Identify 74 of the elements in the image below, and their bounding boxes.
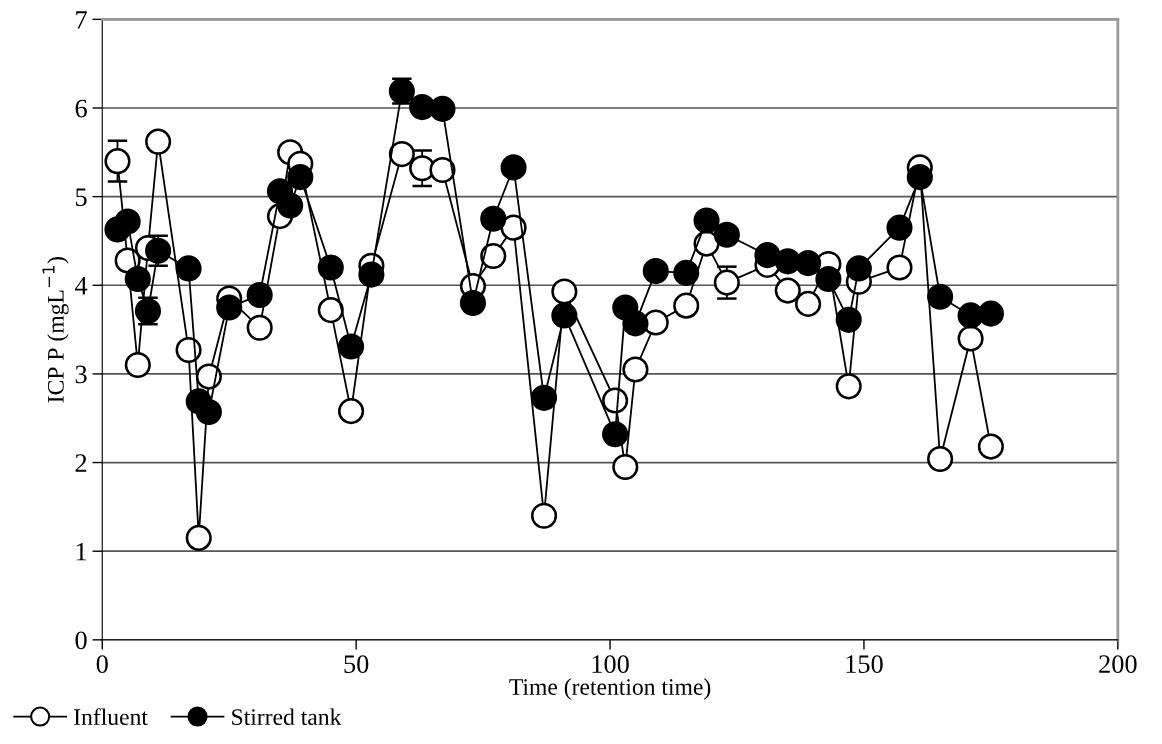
y-tick-label: 3 <box>75 365 87 384</box>
point <box>845 255 872 282</box>
point <box>835 306 862 333</box>
point <box>642 258 669 285</box>
point <box>175 336 202 364</box>
point <box>957 325 984 352</box>
x-tick-label: 0 <box>96 655 108 673</box>
point <box>673 292 700 319</box>
x-axis-title: Time (retention time) <box>509 678 711 700</box>
point <box>612 453 639 481</box>
point <box>317 254 344 281</box>
x-tick-label: 100 <box>592 655 629 673</box>
point <box>551 278 578 305</box>
legend-label: Influent <box>74 708 148 726</box>
point <box>216 294 243 321</box>
point <box>795 250 822 277</box>
point <box>114 208 141 235</box>
point <box>774 277 801 304</box>
y-tick-label: 4 <box>74 277 88 295</box>
point <box>338 398 365 425</box>
point <box>713 221 740 248</box>
point <box>287 164 314 191</box>
point <box>693 207 720 234</box>
point <box>338 333 365 360</box>
point <box>500 154 527 181</box>
legend-label: Stirred tank <box>232 708 342 726</box>
point <box>622 356 649 383</box>
x-tick-label: 50 <box>344 655 369 673</box>
point <box>429 95 456 122</box>
y-tick-label: 7 <box>76 11 87 29</box>
point <box>673 259 700 286</box>
point <box>622 310 649 337</box>
point <box>906 164 933 191</box>
point <box>815 266 842 293</box>
point <box>317 297 344 324</box>
point <box>409 94 436 121</box>
y-tick-label: 6 <box>75 99 87 118</box>
point <box>977 300 1004 327</box>
point <box>429 156 456 184</box>
point <box>602 421 629 448</box>
point <box>927 445 954 473</box>
point <box>277 192 304 219</box>
point <box>124 351 151 379</box>
y-axis-title: ICP P (mgL$^{−1}$) <box>42 257 69 403</box>
point <box>530 502 558 529</box>
point <box>185 524 212 551</box>
point <box>977 433 1004 460</box>
point <box>602 387 629 414</box>
y-tick-label: 1 <box>76 542 87 561</box>
point <box>530 384 558 411</box>
point <box>246 314 273 341</box>
point <box>795 290 822 317</box>
point <box>835 373 862 400</box>
y-tick-label: 5 <box>76 188 87 207</box>
point <box>551 302 578 329</box>
y-tick-label: 0 <box>75 631 87 650</box>
point <box>754 242 781 269</box>
point <box>246 281 273 309</box>
point <box>358 261 385 288</box>
point <box>145 128 172 155</box>
point <box>104 148 131 175</box>
point <box>459 289 486 317</box>
x-tick-label: 150 <box>846 655 883 673</box>
y-tick-label: 2 <box>75 454 87 472</box>
point <box>195 398 222 426</box>
point <box>175 255 202 282</box>
x-tick-label: 200 <box>1099 655 1137 673</box>
point <box>124 266 151 293</box>
point <box>480 242 507 270</box>
point <box>927 283 954 310</box>
point <box>388 141 415 168</box>
point <box>886 214 913 241</box>
point <box>480 205 507 232</box>
point <box>886 254 913 281</box>
